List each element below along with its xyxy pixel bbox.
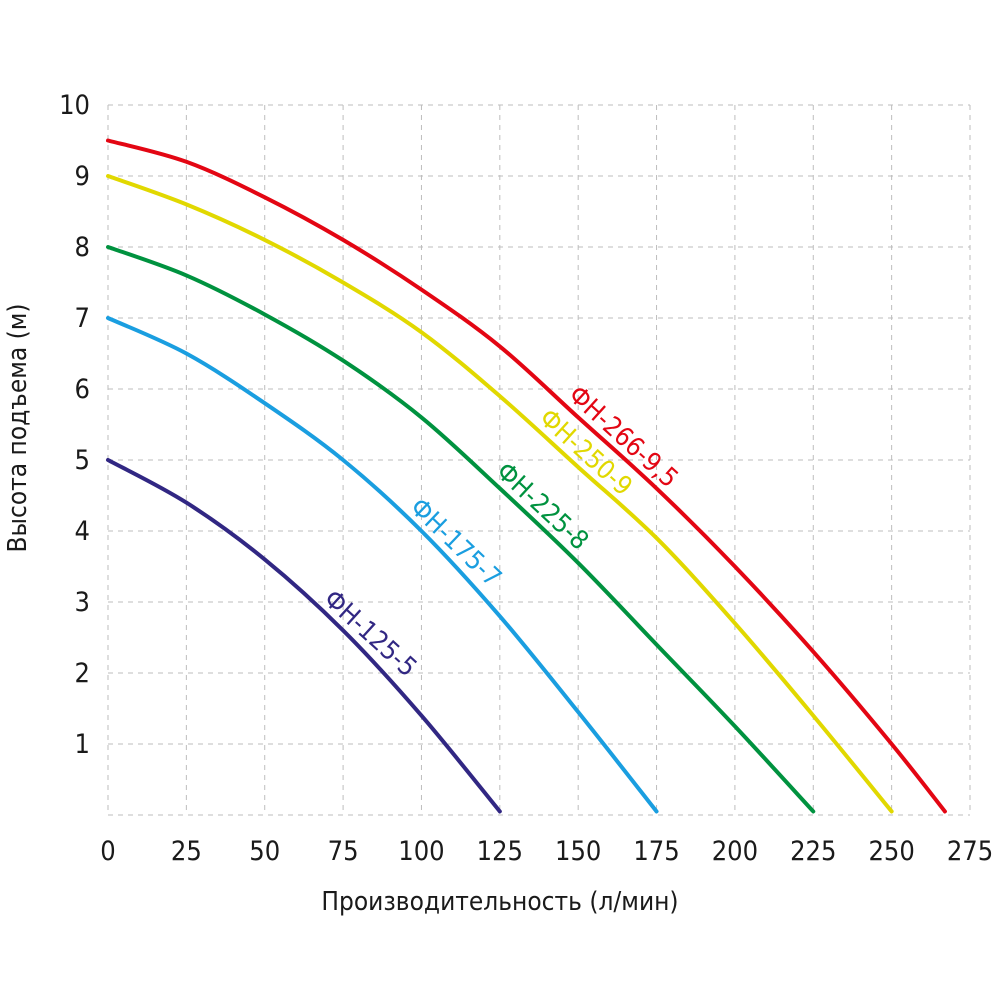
x-axis-ticks: 0 25 50 75 100 125 150 175 200 225 250 275 [100, 836, 993, 867]
x-tick-label: 0 [100, 836, 115, 867]
grid [107, 104, 971, 816]
x-tick-label: 175 [633, 836, 679, 867]
x-tick-label: 225 [790, 836, 836, 867]
y-axis-ticks: 1 2 3 4 5 6 7 8 9 10 [59, 90, 90, 760]
x-tick-label: 50 [249, 836, 280, 867]
y-tick-label: 7 [75, 303, 90, 334]
series-lines [106, 138, 947, 814]
x-tick-label: 125 [477, 836, 523, 867]
y-axis-title: Высота подъема (м) [3, 303, 33, 552]
series-label: ФН-175-7 [404, 493, 507, 594]
y-tick-label: 9 [75, 161, 90, 192]
y-tick-label: 5 [75, 445, 90, 476]
x-axis-title: Производительность (л/мин) [321, 887, 678, 917]
x-tick-label: 150 [555, 836, 601, 867]
series-line [106, 245, 816, 814]
x-tick-label: 200 [712, 836, 758, 867]
x-tick-label: 100 [398, 836, 444, 867]
x-tick-label: 25 [171, 836, 202, 867]
y-tick-label: 10 [59, 90, 90, 121]
x-tick-label: 250 [868, 836, 914, 867]
y-tick-label: 2 [75, 658, 90, 689]
y-tick-label: 3 [75, 587, 90, 618]
series-labels: ФН-266-9,5ФН-250-9ФН-225-8ФН-175-7ФН-125… [318, 380, 684, 683]
series-line [106, 174, 894, 814]
y-tick-label: 6 [75, 374, 90, 405]
y-tick-label: 8 [75, 232, 90, 263]
x-tick-label: 75 [328, 836, 359, 867]
y-tick-label: 1 [75, 729, 90, 760]
y-tick-label: 4 [75, 516, 90, 547]
series-line [106, 316, 659, 814]
series-label: ФН-125-5 [318, 584, 423, 683]
x-tick-label: 275 [947, 836, 993, 867]
series-line [106, 138, 947, 814]
series-line [106, 458, 502, 814]
